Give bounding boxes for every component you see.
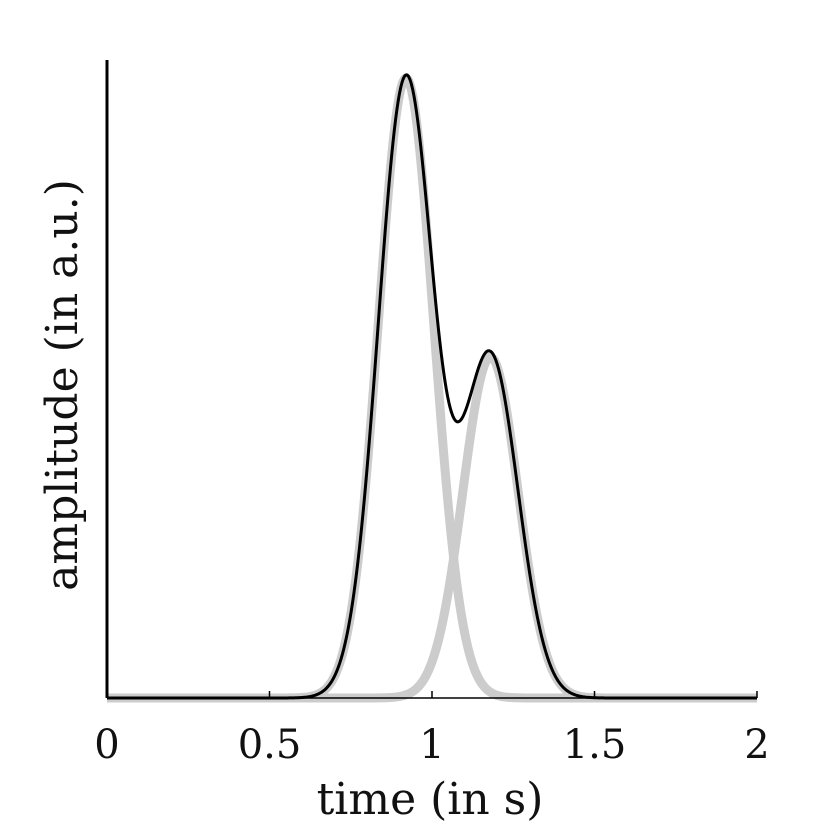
y-axis-label: amplitude (in a.u.) — [37, 179, 88, 591]
x-tick-label: 0.5 — [238, 722, 302, 768]
x-axis-label: time (in s) — [317, 774, 544, 825]
x-tick-label: 0 — [94, 722, 119, 768]
x-tick-labels: 0 0.5 1 1.5 2 — [94, 691, 770, 768]
x-tick-label: 1.5 — [563, 722, 627, 768]
component-curve-1 — [103, 73, 761, 703]
x-tick-label: 1 — [419, 722, 444, 768]
x-tick-label: 2 — [744, 722, 769, 768]
component-curve-2 — [103, 352, 761, 703]
sum-curve — [106, 73, 758, 700]
plot-area — [103, 73, 761, 703]
